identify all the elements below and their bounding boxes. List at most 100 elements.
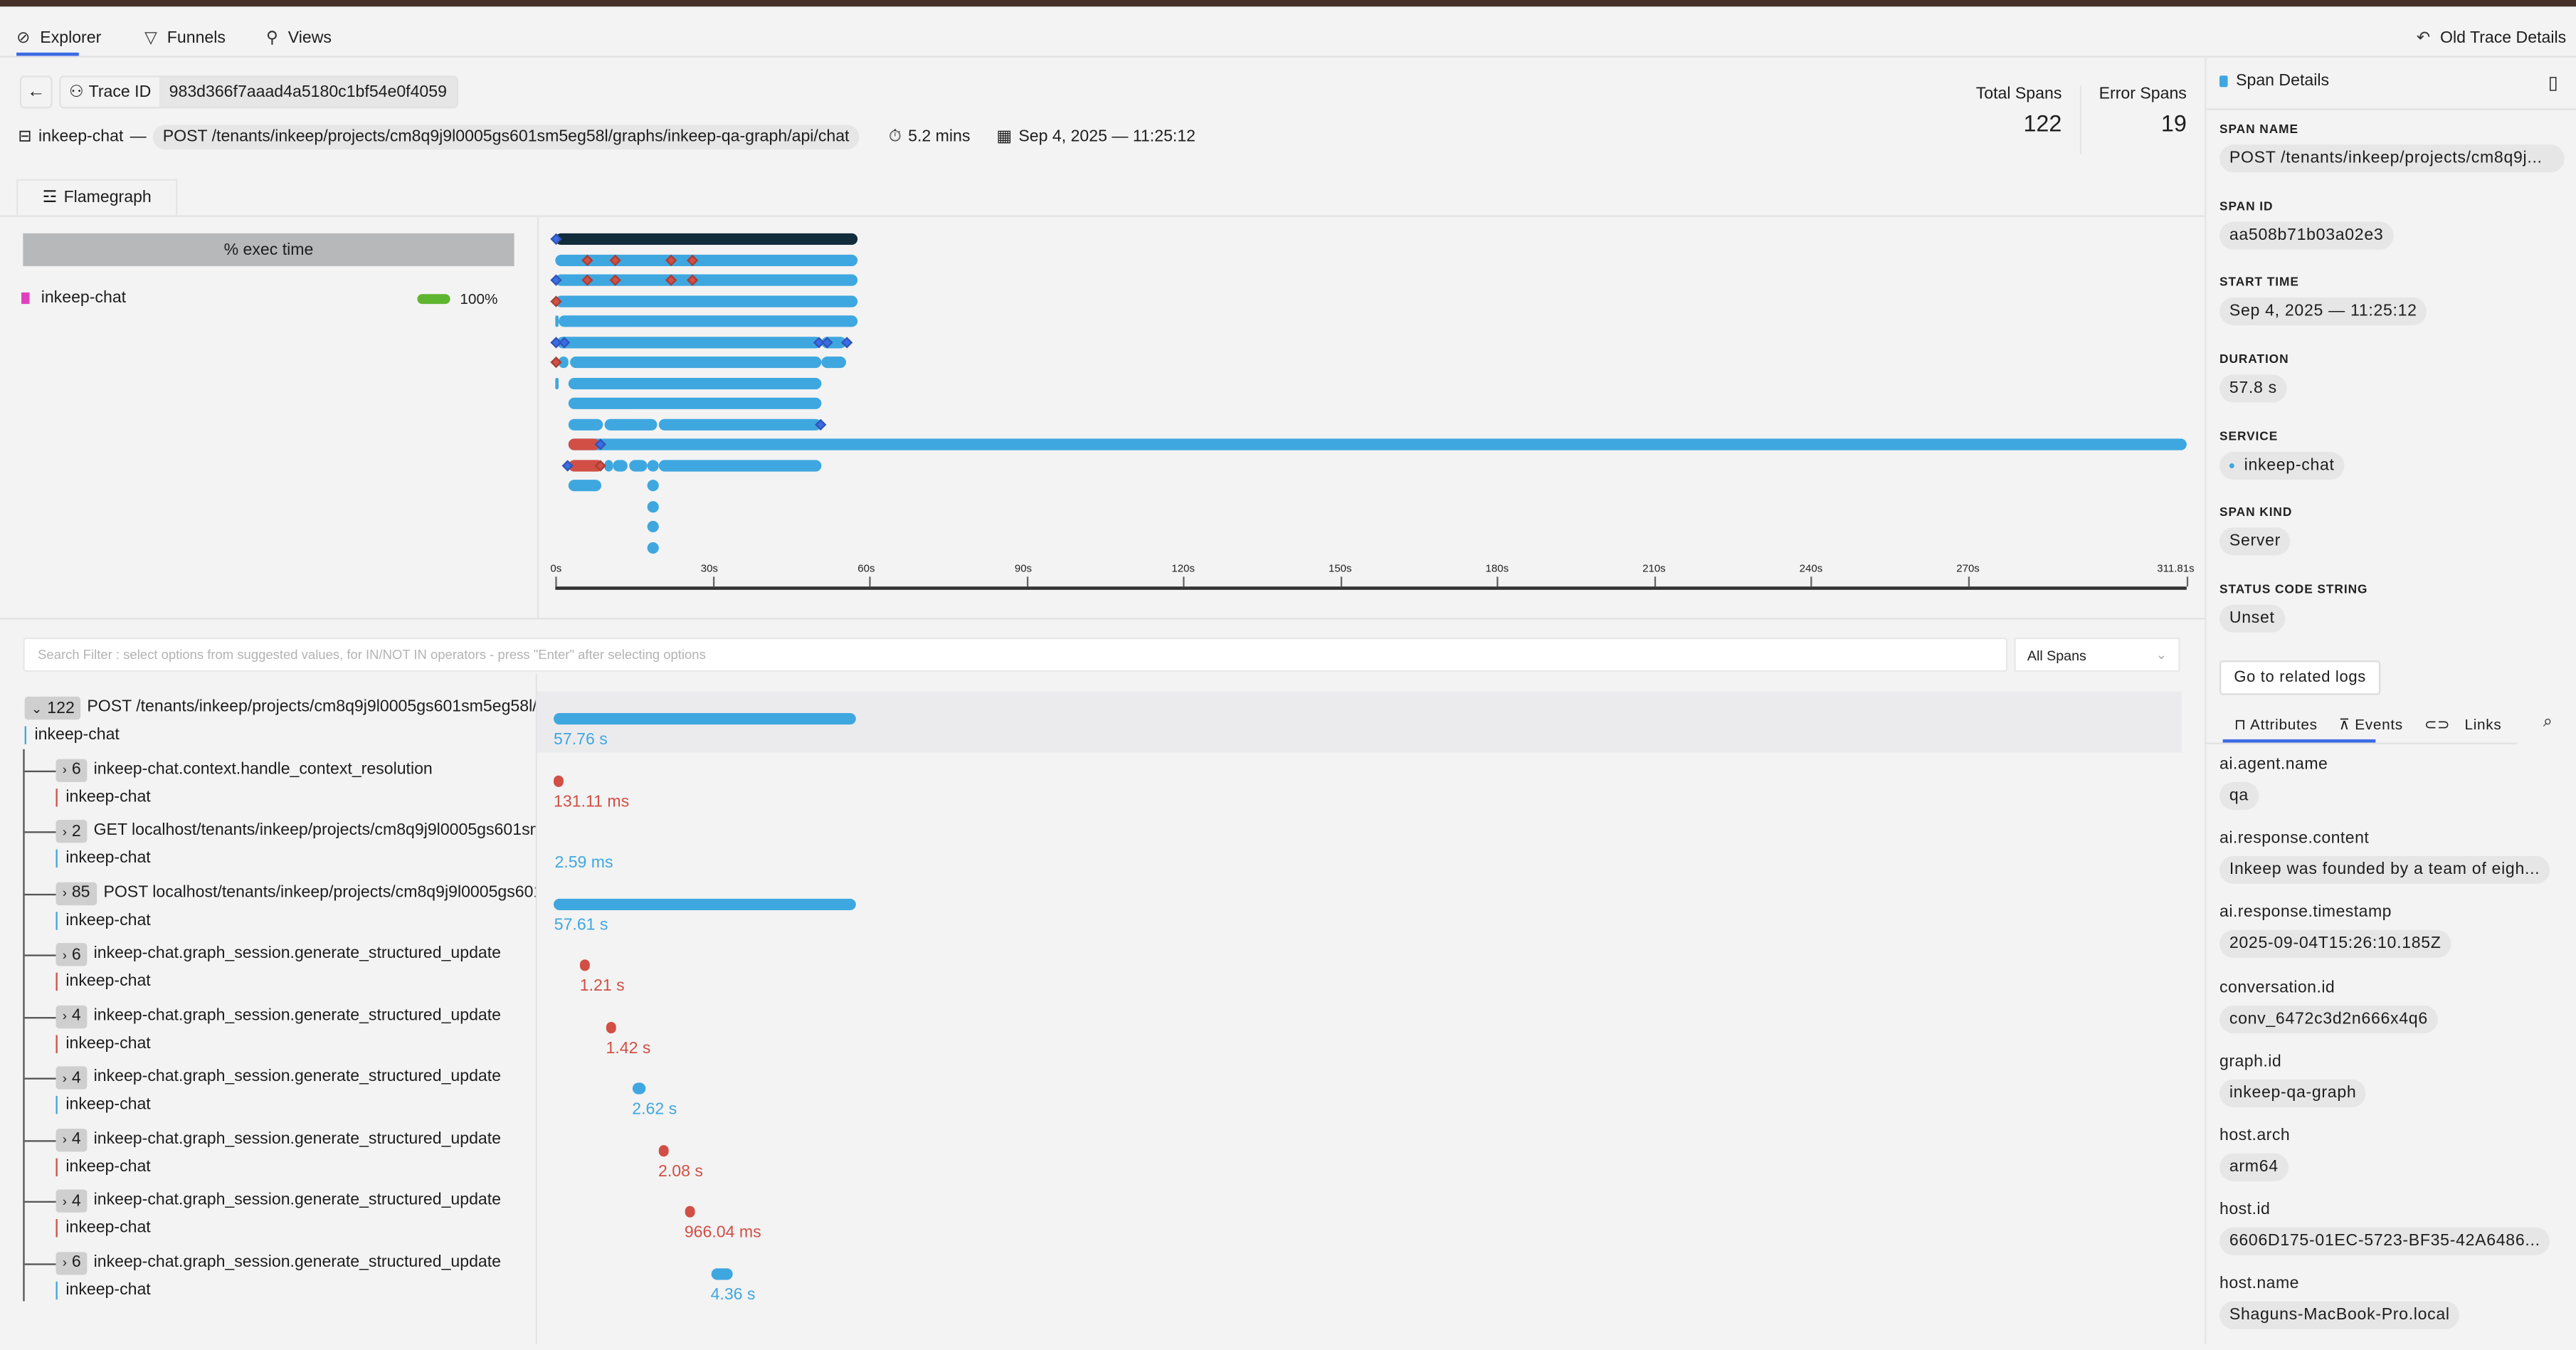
- child-count: 122: [47, 699, 75, 717]
- window-top-bar: [0, 0, 2576, 7]
- span-duration-bar[interactable]: [554, 897, 856, 909]
- child-count: 4: [71, 1191, 81, 1211]
- flame-span[interactable]: [628, 459, 648, 471]
- tab-events[interactable]: ⊼ Events: [2338, 716, 2403, 733]
- span-name[interactable]: inkeep-chat.graph_session.generate_struc…: [93, 1253, 502, 1271]
- expand-toggle[interactable]: ⌄ 122: [24, 696, 82, 720]
- flame-span[interactable]: [555, 295, 858, 307]
- flame-span[interactable]: [648, 500, 659, 512]
- expand-toggle[interactable]: › 4: [56, 1189, 88, 1213]
- flame-span[interactable]: [555, 315, 559, 327]
- expand-toggle[interactable]: › 6: [56, 1251, 88, 1275]
- back-button[interactable]: ←: [19, 75, 53, 109]
- attribute-key: host.arch: [2219, 1127, 2291, 1145]
- collapse-panel-icon[interactable]: ▯: [2548, 73, 2558, 94]
- span-duration-bar[interactable]: [710, 1267, 734, 1280]
- flamegraph-icon: ☲: [42, 189, 58, 207]
- flame-span[interactable]: [569, 480, 601, 492]
- span-duration-bar[interactable]: [632, 1082, 646, 1095]
- flame-span[interactable]: [569, 438, 2187, 450]
- span-name[interactable]: POST /tenants/inkeep/projects/cm8q9j9l00…: [87, 698, 536, 717]
- tab-explorer[interactable]: ⊘ Explorer: [16, 28, 102, 47]
- tab-attributes[interactable]: ⊓ Attributes: [2234, 716, 2318, 733]
- flame-span[interactable]: [569, 376, 821, 389]
- flame-span[interactable]: [569, 418, 603, 430]
- tab-views[interactable]: ⚲ Views: [266, 28, 332, 47]
- expand-toggle[interactable]: › 85: [56, 881, 97, 905]
- attribute-row: ai.agent.name qa: [2219, 756, 2565, 830]
- span-details-header: Span Details: [2219, 73, 2329, 90]
- span-duration-bar[interactable]: [554, 712, 856, 725]
- span-detail-tabs: ⊓ Attributes ⊼ Events ⊂⊃ Links: [2234, 717, 2502, 734]
- flame-span[interactable]: [658, 459, 821, 471]
- expand-toggle[interactable]: › 4: [56, 1066, 88, 1090]
- attribute-row: ai.response.content Inkeep was founded by…: [2219, 830, 2565, 904]
- flame-span[interactable]: [648, 520, 659, 533]
- span-duration-bar[interactable]: [658, 1144, 670, 1156]
- span-type-select[interactable]: All Spans ⌄: [2014, 637, 2180, 673]
- trace-id-value: 983d366f7aaad4a5180c1bf54e0f4059: [169, 83, 447, 101]
- span-name[interactable]: inkeep-chat.graph_session.generate_struc…: [93, 1067, 502, 1087]
- exec-time-header[interactable]: % exec time: [23, 233, 514, 267]
- old-trace-details-button[interactable]: ↶ Old Trace Details: [2416, 28, 2567, 47]
- expand-toggle[interactable]: › 4: [56, 1127, 88, 1151]
- flame-span[interactable]: [557, 356, 569, 369]
- flame-span[interactable]: [557, 315, 857, 327]
- tab-funnels[interactable]: ▽ Funnels: [144, 28, 226, 47]
- chevron-icon: ›: [62, 946, 67, 962]
- span-duration-bar[interactable]: [554, 774, 564, 786]
- span-name[interactable]: inkeep-chat.graph_session.generate_struc…: [93, 944, 502, 963]
- tab-links[interactable]: ⊂⊃ Links: [2424, 716, 2502, 733]
- field-value: inkeep-chat: [2219, 451, 2345, 480]
- root-span-name: POST /tenants/inkeep/projects/cm8q9j9l00…: [152, 125, 860, 150]
- flame-span[interactable]: [555, 274, 858, 286]
- span-name[interactable]: POST localhost/tenants/inkeep/projects/c…: [103, 882, 535, 902]
- span-name[interactable]: inkeep-chat.graph_session.generate_struc…: [93, 1191, 502, 1210]
- search-filter-input[interactable]: Search Filter : select options from sugg…: [23, 637, 2008, 673]
- span-duration-bar[interactable]: [606, 1021, 616, 1033]
- flame-span[interactable]: [569, 397, 821, 409]
- span-duration-bar[interactable]: [579, 959, 590, 971]
- arrow-left-icon: ←: [27, 82, 46, 102]
- flame-span[interactable]: [556, 376, 559, 389]
- trace-id-chip[interactable]: ⚇ Trace ID 983d366f7aaad4a5180c1bf54e0f40…: [59, 75, 459, 109]
- bookmark-icon: ⊓: [2234, 716, 2247, 733]
- expand-toggle[interactable]: › 6: [56, 758, 88, 781]
- search-attributes-icon[interactable]: ⌕: [2543, 712, 2553, 732]
- go-to-related-logs-button[interactable]: Go to related logs: [2219, 660, 2381, 695]
- attribute-key: host.id: [2219, 1201, 2271, 1220]
- flame-span[interactable]: [648, 541, 659, 553]
- expand-toggle[interactable]: › 2: [56, 820, 88, 843]
- flame-span[interactable]: [569, 438, 601, 450]
- child-count: 6: [71, 1253, 81, 1272]
- flame-span[interactable]: [603, 418, 658, 430]
- expand-toggle[interactable]: › 4: [56, 1004, 88, 1028]
- expand-toggle[interactable]: › 6: [56, 943, 88, 966]
- flame-span[interactable]: [822, 356, 846, 369]
- flame-span[interactable]: [569, 356, 822, 369]
- flame-span[interactable]: [648, 459, 659, 471]
- nav-divider: [0, 56, 2576, 58]
- flame-span[interactable]: [556, 336, 822, 348]
- chevron-icon: ›: [62, 885, 67, 901]
- span-name[interactable]: inkeep-chat.graph_session.generate_struc…: [93, 1006, 502, 1025]
- stat-divider: [2079, 85, 2082, 155]
- flame-span[interactable]: [569, 459, 603, 471]
- flame-span[interactable]: [658, 418, 821, 430]
- child-count: 4: [71, 1068, 81, 1087]
- flame-span[interactable]: [613, 459, 628, 471]
- flamegraph-chart[interactable]: [0, 0, 2205, 619]
- flame-span[interactable]: [555, 233, 858, 245]
- span-color-swatch: [2219, 75, 2228, 88]
- span-name[interactable]: inkeep-chat.context.handle_context_resol…: [93, 759, 433, 779]
- flame-span[interactable]: [603, 459, 613, 471]
- span-duration-bar[interactable]: [684, 1206, 695, 1218]
- span-field: START TIME Sep 4, 2025 — 11:25:12: [2219, 275, 2567, 352]
- tree-branch: [24, 769, 56, 771]
- flame-span[interactable]: [555, 253, 858, 265]
- panel-divider: [2205, 56, 2207, 1344]
- flame-span[interactable]: [648, 480, 659, 492]
- span-name[interactable]: GET localhost/tenants/inkeep/projects/cm…: [93, 821, 536, 840]
- span-name[interactable]: inkeep-chat.graph_session.generate_struc…: [93, 1129, 502, 1148]
- tab-flamegraph[interactable]: ☲ Flamegraph: [16, 179, 178, 216]
